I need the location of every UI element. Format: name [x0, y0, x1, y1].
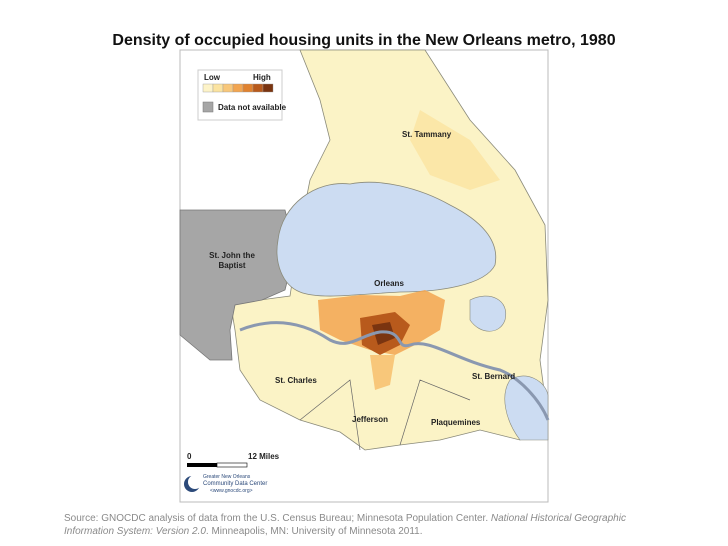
legend-swatch	[202, 83, 214, 93]
label-st-bernard: St. Bernard	[472, 372, 515, 381]
source-text: Source: GNOCDC analysis of data from the…	[64, 513, 491, 524]
orleans-dense-core	[372, 322, 395, 345]
logo-mark	[188, 475, 202, 489]
source-title: National Historical Geographic Informati…	[64, 513, 626, 537]
scale-zero: 0	[187, 452, 192, 461]
label-st-john: Baptist	[218, 261, 245, 270]
label-st-charles: St. Charles	[275, 376, 317, 385]
scale-end: 12 Miles	[248, 452, 280, 461]
logo-url: <www.gnocdc.org>	[210, 488, 253, 494]
jefferson-tracts	[370, 355, 395, 390]
legend-box	[197, 69, 283, 121]
source: Source: GNOCDC analysis of data from the…	[64, 512, 664, 538]
lake-pontchartrain	[276, 181, 497, 297]
title: Density of occupied housing units in the…	[112, 32, 616, 49]
scale-bar	[216, 462, 248, 468]
scale-bar	[187, 463, 217, 467]
legend-swatch	[242, 83, 254, 93]
legend-swatch	[262, 83, 274, 93]
label-orleans: Orleans	[374, 279, 404, 288]
label-plaquemines: Plaquemines	[431, 418, 481, 427]
legend-na-label: Data not available	[218, 103, 287, 112]
gulf-water	[504, 375, 549, 441]
logo-text: Community Data Center	[203, 481, 267, 487]
legend-high: High	[253, 73, 271, 82]
mississippi-river	[239, 321, 550, 421]
legend-swatch	[252, 83, 264, 93]
logo-text: Greater New Orleans	[203, 474, 251, 480]
lake-borgne	[469, 295, 507, 332]
source-text: . Minneapolis, MN: University of Minneso…	[205, 526, 423, 537]
legend-swatch	[212, 83, 224, 93]
legend-swatch	[232, 83, 244, 93]
legend-swatch	[222, 83, 234, 93]
st-tammany-tracts	[410, 110, 500, 190]
legend-low: Low	[204, 73, 221, 82]
label-jefferson: Jefferson	[352, 415, 388, 424]
parish-boundaries	[299, 379, 471, 451]
label-st-john: St. John the	[209, 251, 255, 260]
legend-na-swatch	[202, 101, 214, 113]
label-st-tammany: St. Tammany	[402, 130, 452, 139]
